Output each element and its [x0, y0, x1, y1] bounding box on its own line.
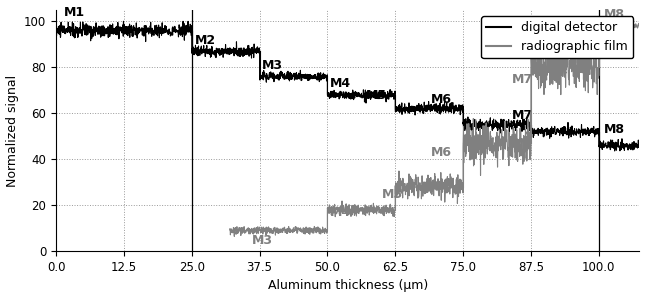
Text: M3: M3 — [263, 59, 283, 72]
Text: M1: M1 — [64, 6, 85, 19]
Text: M4: M4 — [330, 206, 352, 219]
Text: M3: M3 — [252, 234, 272, 246]
Text: M6: M6 — [430, 93, 452, 106]
Legend: digital detector, radiographic film: digital detector, radiographic film — [481, 16, 633, 58]
Y-axis label: Normalized signal: Normalized signal — [6, 74, 19, 187]
X-axis label: Aluminum thickness (μm): Aluminum thickness (μm) — [268, 280, 428, 292]
Text: M8: M8 — [604, 123, 625, 136]
Text: M2: M2 — [194, 34, 215, 46]
Text: M7: M7 — [512, 109, 533, 122]
Text: M5: M5 — [382, 188, 403, 201]
Text: M7: M7 — [512, 73, 533, 86]
Text: M8: M8 — [604, 8, 625, 21]
Text: M4: M4 — [330, 77, 352, 90]
Text: M6: M6 — [430, 146, 452, 159]
Text: M5: M5 — [366, 89, 386, 102]
